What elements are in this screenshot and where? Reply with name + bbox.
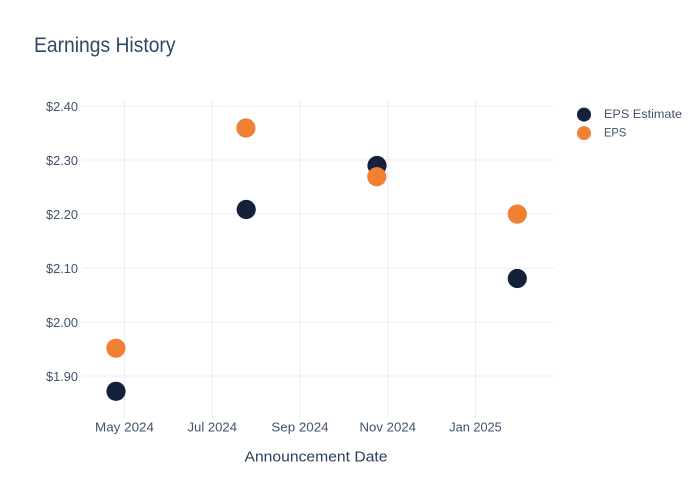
svg-text:$2.00: $2.00 [46, 315, 78, 330]
svg-text:EPS Estimate: EPS Estimate [604, 107, 682, 121]
svg-text:$2.30: $2.30 [46, 153, 78, 168]
svg-text:Announcement Date: Announcement Date [245, 450, 388, 466]
svg-text:Sep 2024: Sep 2024 [271, 420, 328, 435]
svg-text:EPS: EPS [604, 126, 626, 140]
svg-text:$2.20: $2.20 [46, 207, 78, 222]
svg-text:$1.90: $1.90 [46, 369, 78, 384]
svg-text:Jul 2024: Jul 2024 [188, 420, 238, 435]
svg-text:May 2024: May 2024 [95, 420, 154, 435]
svg-text:$2.40: $2.40 [46, 99, 78, 114]
svg-text:Jan 2025: Jan 2025 [449, 420, 502, 435]
svg-text:$2.10: $2.10 [46, 261, 78, 276]
svg-text:Earnings History: Earnings History [34, 34, 176, 57]
svg-text:Nov 2024: Nov 2024 [360, 420, 417, 435]
